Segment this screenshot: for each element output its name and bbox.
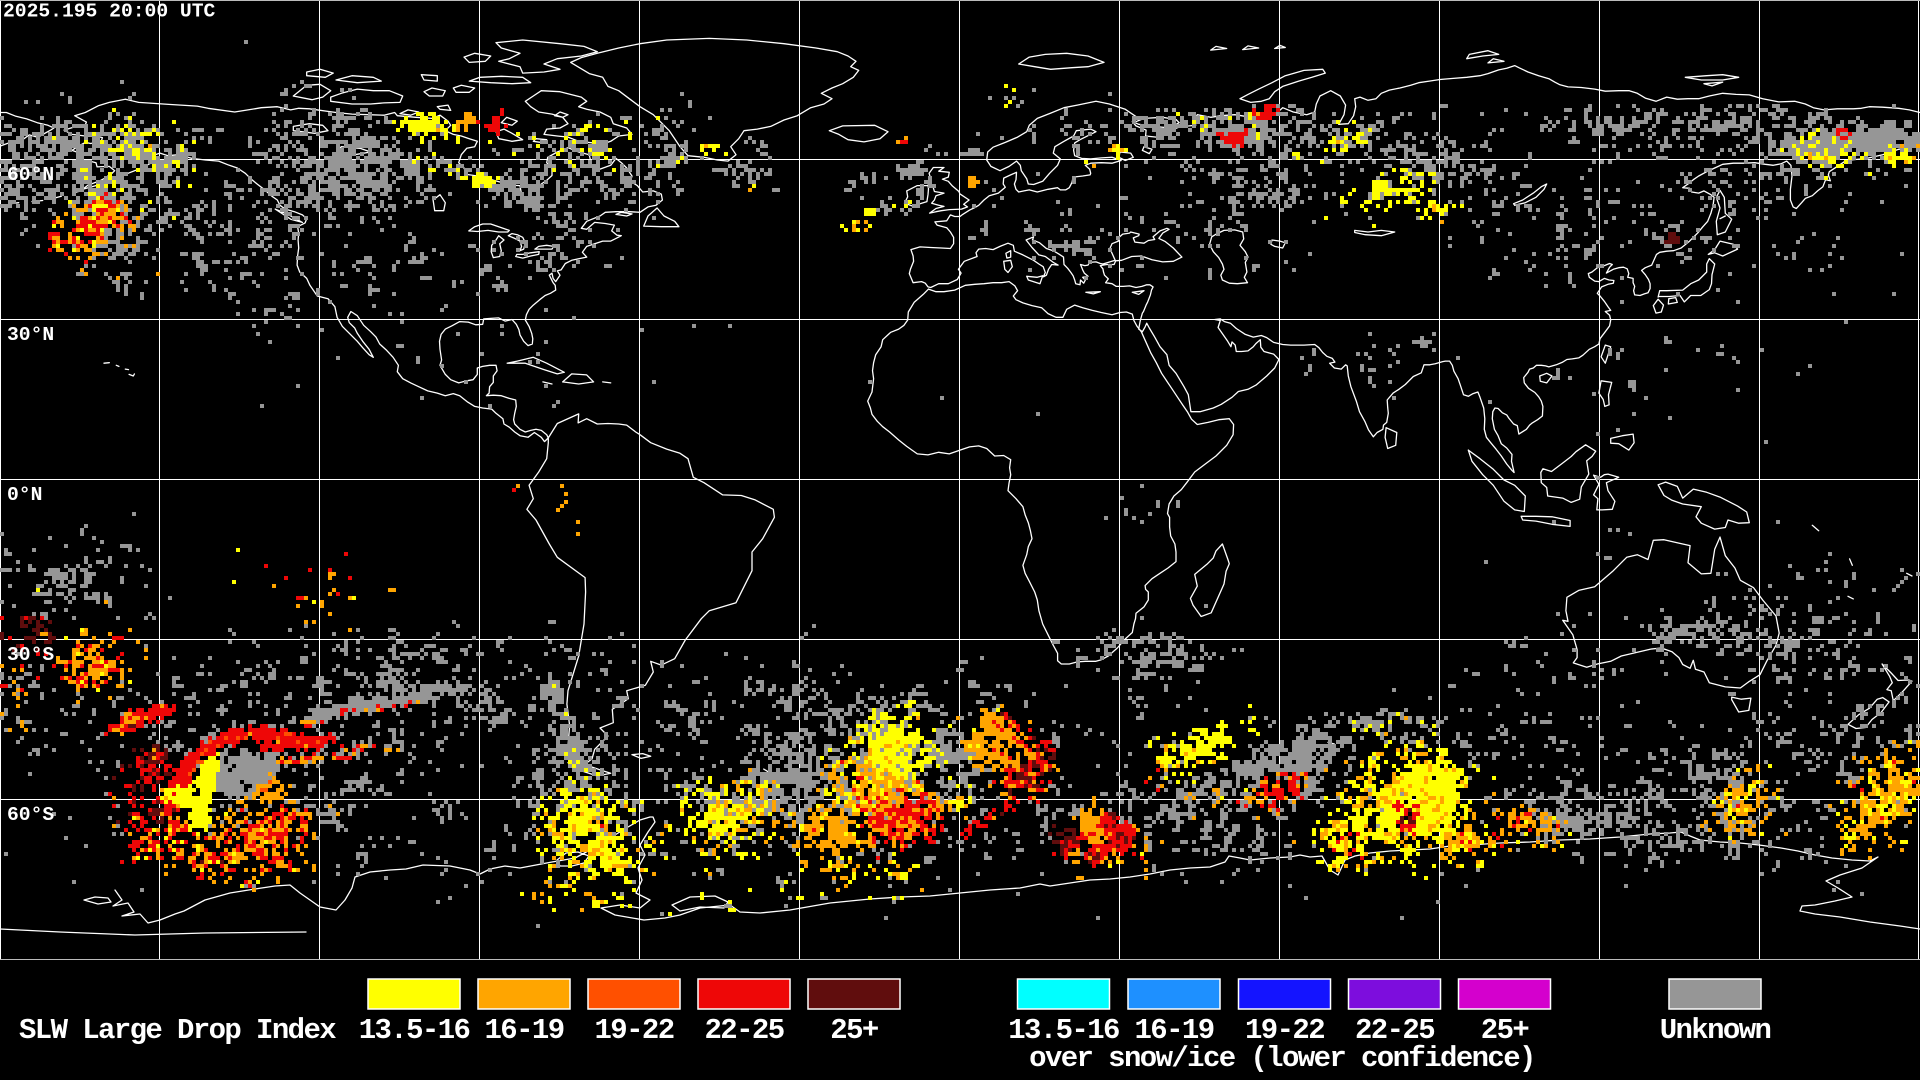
svg-text:over snow/ice (lower confidenc: over snow/ice (lower confidence) [1029, 1042, 1535, 1075]
svg-text:0°N: 0°N [7, 484, 42, 506]
svg-text:Unknown: Unknown [1660, 1014, 1771, 1047]
svg-text:13.5-16: 13.5-16 [359, 1014, 470, 1047]
svg-text:19-22: 19-22 [1245, 1014, 1324, 1047]
svg-text:19-22: 19-22 [594, 1014, 673, 1047]
svg-text:13.5-16: 13.5-16 [1008, 1014, 1119, 1047]
svg-text:22-25: 22-25 [1355, 1014, 1434, 1047]
svg-text:30°N: 30°N [7, 324, 54, 346]
svg-text:16-19: 16-19 [484, 1014, 563, 1047]
svg-text:SLW Large Drop Index: SLW Large Drop Index [19, 1014, 336, 1047]
svg-text:16-19: 16-19 [1134, 1014, 1213, 1047]
svg-text:25+: 25+ [830, 1014, 878, 1047]
svg-text:2025.195 20:00 UTC: 2025.195 20:00 UTC [3, 0, 216, 22]
svg-text:60°S: 60°S [7, 804, 54, 826]
svg-text:60°N: 60°N [7, 164, 54, 186]
svg-text:25+: 25+ [1481, 1014, 1529, 1047]
svg-text:30°S: 30°S [7, 644, 54, 666]
svg-text:22-25: 22-25 [704, 1014, 783, 1047]
